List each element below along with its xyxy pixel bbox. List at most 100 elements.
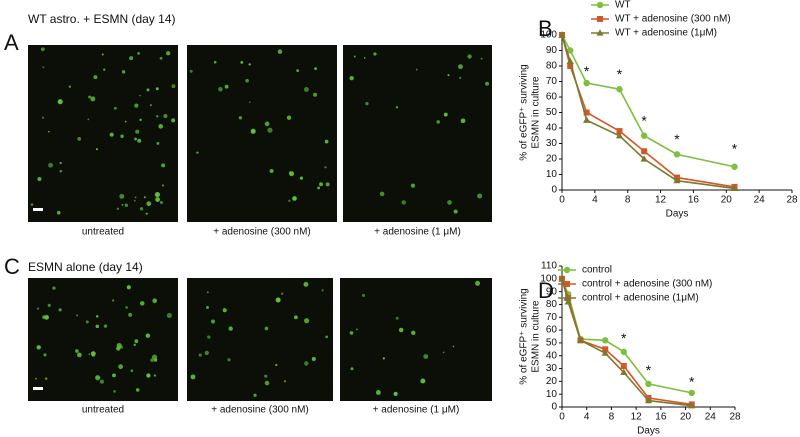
cell (42, 315, 46, 320)
panel-title: WT astro. + ESMN (day 14) (28, 12, 176, 26)
cell (120, 134, 124, 138)
cell (133, 199, 136, 202)
cell (43, 353, 47, 357)
cell (415, 68, 418, 71)
marker (583, 79, 590, 87)
x-tick-label: 12 (631, 412, 643, 423)
y-tick-label: 80 (546, 61, 558, 72)
cell (113, 106, 117, 110)
cell (133, 343, 136, 347)
cell (459, 77, 462, 79)
x-tick-label: 28 (786, 195, 798, 206)
y-tick-label: 10 (546, 169, 558, 180)
cell (314, 67, 317, 70)
cell (103, 324, 108, 328)
cell (207, 335, 211, 339)
cell (128, 312, 133, 317)
marker (640, 155, 648, 162)
marker (583, 109, 590, 116)
cell (303, 87, 309, 92)
marker (602, 346, 609, 353)
marker (567, 63, 574, 69)
cell (196, 151, 199, 154)
cell (93, 75, 98, 80)
cell (90, 351, 96, 357)
cell (124, 203, 129, 207)
y-tick-label: 20 (546, 154, 558, 165)
marker (641, 148, 648, 155)
micrograph (343, 45, 492, 222)
cell (76, 352, 82, 358)
cell (47, 303, 51, 307)
cell (134, 103, 139, 108)
cell (204, 350, 209, 356)
annotation: * (584, 63, 590, 79)
legend-label: control + adenosine (1μM) (582, 293, 699, 304)
cell (159, 56, 163, 60)
cell (155, 87, 159, 91)
cell (248, 63, 251, 66)
cell (213, 60, 217, 64)
cell (134, 339, 139, 344)
cell (222, 308, 227, 313)
marker (616, 128, 623, 135)
cell (150, 358, 154, 362)
y-axis-label: ESMN in culture (531, 76, 542, 149)
cell (126, 285, 131, 290)
cell (152, 298, 158, 304)
scale-bar (33, 387, 43, 390)
cell (420, 378, 426, 384)
cell (218, 87, 223, 92)
cell (85, 320, 89, 324)
cell (423, 354, 429, 359)
y-tick-label: 10 (546, 389, 558, 400)
cell (95, 324, 100, 329)
panel-letter: B (538, 16, 553, 41)
x-tick-label: 20 (680, 412, 692, 423)
cell (373, 52, 377, 56)
cell (303, 281, 309, 287)
cell (321, 289, 324, 292)
cell (90, 96, 96, 102)
cell (95, 148, 98, 151)
cell (125, 306, 128, 309)
cell (288, 199, 291, 202)
cell (264, 380, 270, 386)
cell (116, 207, 120, 210)
cell (350, 367, 354, 371)
annotation: * (646, 362, 652, 378)
marker (688, 401, 696, 409)
cell (281, 292, 284, 295)
cell (139, 94, 141, 97)
cell (238, 116, 243, 120)
cell (166, 312, 172, 319)
cell (99, 379, 104, 384)
scale-bar (33, 208, 43, 211)
cell (151, 354, 158, 360)
cell (382, 357, 385, 360)
cell (41, 116, 45, 119)
cell (324, 139, 329, 144)
cell (129, 56, 134, 61)
cell (121, 203, 124, 206)
cell (75, 349, 79, 353)
y-tick-label: 60 (546, 92, 558, 103)
marker (601, 349, 609, 356)
cell (44, 377, 48, 380)
cell (88, 353, 91, 356)
marker (615, 131, 624, 139)
marker (645, 380, 652, 388)
cell (139, 207, 144, 211)
cell (485, 81, 490, 86)
caption: + adenosine (1 μM) (373, 405, 460, 416)
y-tick-label: 90 (546, 286, 558, 297)
series-line (561, 34, 735, 168)
x-tick-label: 0 (559, 195, 565, 206)
marker (576, 336, 585, 343)
cell (58, 308, 62, 312)
cell (134, 196, 137, 199)
cell (286, 115, 292, 120)
cell (245, 78, 249, 83)
cell (76, 314, 79, 317)
